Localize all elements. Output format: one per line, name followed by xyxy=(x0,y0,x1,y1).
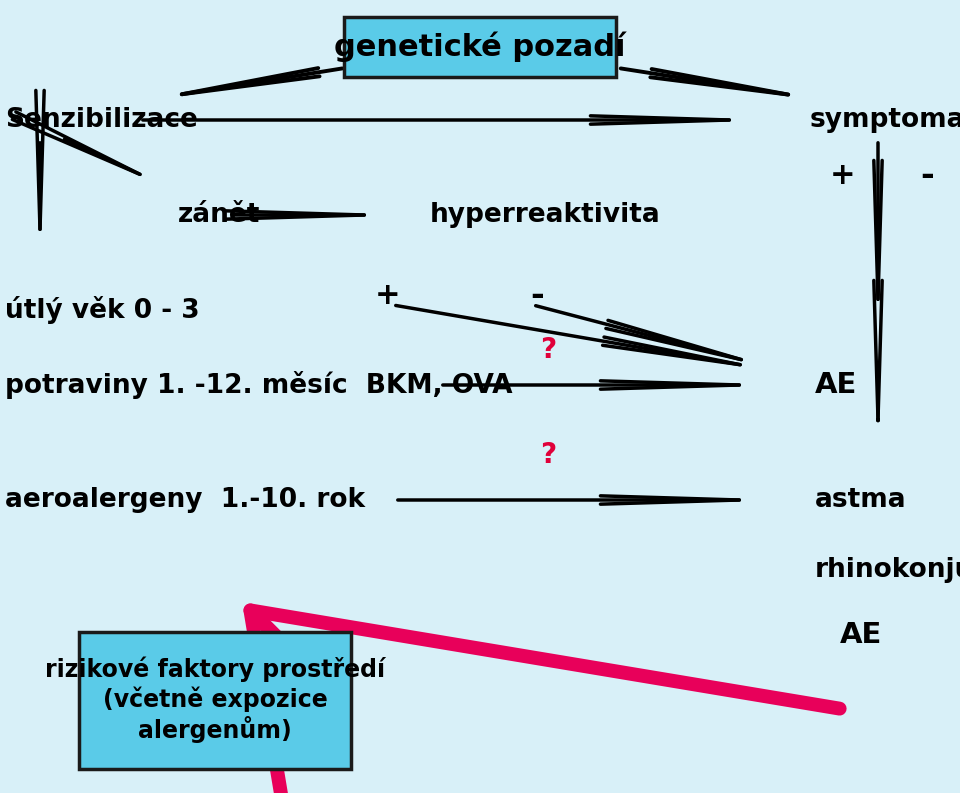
Text: +: + xyxy=(830,160,855,190)
Text: ?: ? xyxy=(540,336,556,364)
Text: -: - xyxy=(920,159,934,191)
Text: AE: AE xyxy=(815,371,857,399)
Text: aeroalergeny  1.-10. rok: aeroalergeny 1.-10. rok xyxy=(5,487,365,513)
Text: AE: AE xyxy=(840,621,882,649)
Text: Senzibilizace: Senzibilizace xyxy=(5,107,198,133)
Text: -: - xyxy=(530,278,543,312)
FancyBboxPatch shape xyxy=(344,17,616,77)
Text: symptomatologie: symptomatologie xyxy=(810,107,960,133)
FancyBboxPatch shape xyxy=(79,631,351,768)
Text: útlý věk 0 - 3: útlý věk 0 - 3 xyxy=(5,296,200,324)
Text: genetické pozadí: genetické pozadí xyxy=(334,32,626,62)
Text: +: + xyxy=(375,281,400,309)
Text: rhinokonjunktivitis: rhinokonjunktivitis xyxy=(815,557,960,583)
Text: hyperreaktivita: hyperreaktivita xyxy=(430,202,660,228)
Text: rizikové faktory prostředí
(včetně expozice
alergenům): rizikové faktory prostředí (včetně expoz… xyxy=(45,657,385,743)
Text: potraviny 1. -12. měsíc  BKM, OVA: potraviny 1. -12. měsíc BKM, OVA xyxy=(5,371,513,399)
Text: astma: astma xyxy=(815,487,906,513)
Text: zánět: zánět xyxy=(178,202,260,228)
Text: ?: ? xyxy=(540,441,556,469)
